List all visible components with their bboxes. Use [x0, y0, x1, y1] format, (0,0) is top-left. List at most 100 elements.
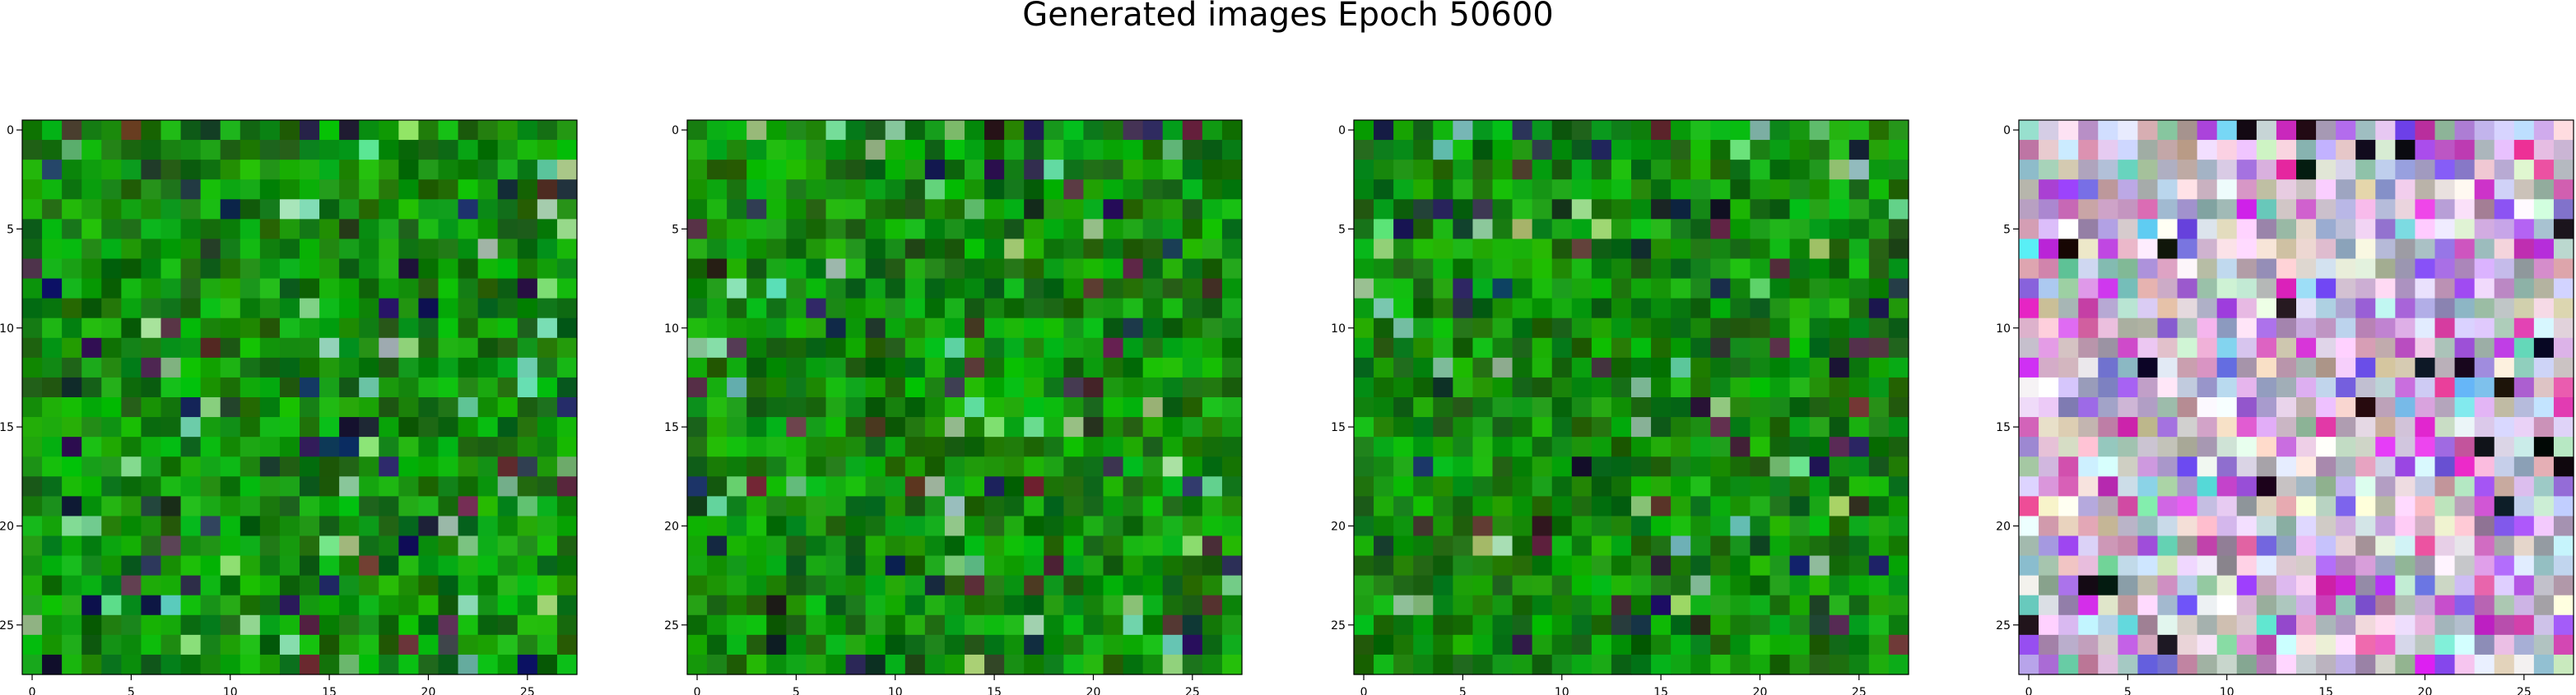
pixel	[1551, 140, 1573, 160]
pixel	[1809, 278, 1830, 299]
pixel	[200, 397, 221, 418]
pixel	[984, 476, 1005, 497]
pixel	[1829, 140, 1850, 160]
pixel	[1162, 555, 1183, 577]
y-tick-label: 25	[664, 619, 679, 632]
pixel	[1453, 496, 1474, 517]
pixel	[200, 357, 221, 378]
pixel	[2058, 535, 2079, 557]
pixel	[418, 417, 439, 438]
pixel	[1453, 397, 1474, 418]
pixel	[239, 377, 261, 398]
pixel	[924, 595, 946, 616]
pixel	[825, 614, 847, 636]
pixel	[2216, 199, 2238, 220]
pixel	[537, 258, 558, 280]
pixel	[944, 535, 965, 557]
pixel	[1551, 258, 1573, 280]
pixel	[379, 614, 399, 636]
pixel	[2474, 317, 2495, 339]
pixel	[62, 219, 82, 240]
pixel	[259, 456, 281, 477]
pixel	[707, 595, 728, 616]
pixel	[180, 199, 202, 220]
pixel	[398, 654, 420, 675]
pixel	[2434, 357, 2456, 378]
pixel	[438, 516, 459, 537]
pixel	[180, 417, 202, 438]
pixel	[1671, 417, 1691, 438]
pixel	[2395, 575, 2416, 596]
pixel	[1492, 437, 1514, 457]
pixel	[1083, 575, 1104, 596]
pixel	[1433, 437, 1453, 457]
pixel	[279, 575, 300, 596]
pixel	[339, 140, 360, 160]
pixel	[1103, 377, 1124, 398]
pixel	[379, 397, 399, 418]
pixel	[1690, 199, 1711, 220]
pixel	[1393, 476, 1414, 497]
pixel	[339, 317, 360, 339]
pixel	[845, 614, 867, 636]
pixel	[180, 239, 202, 260]
pixel	[418, 397, 439, 418]
pixel	[22, 278, 43, 299]
pixel	[746, 317, 767, 339]
pixel	[2296, 179, 2317, 200]
pixel	[438, 614, 459, 636]
pixel	[904, 120, 926, 141]
pixel	[2019, 476, 2039, 497]
pixel	[22, 239, 43, 260]
pixel	[2177, 298, 2198, 319]
pixel	[339, 476, 360, 497]
pixel	[1888, 397, 1909, 418]
pixel	[885, 239, 906, 260]
pixel	[1571, 317, 1593, 339]
pixel	[517, 357, 538, 378]
pixel	[1512, 535, 1533, 557]
pixel	[2197, 120, 2218, 141]
pixel	[319, 278, 340, 299]
pixel	[1024, 337, 1044, 359]
pixel	[984, 535, 1005, 557]
pixel	[1769, 555, 1791, 577]
pixel	[1690, 535, 1711, 557]
pixel	[121, 337, 142, 359]
pixel	[2216, 634, 2238, 656]
y-tick-label: 15	[664, 421, 679, 434]
pixel	[2276, 337, 2297, 359]
pixel	[101, 199, 122, 220]
pixel	[1004, 357, 1025, 378]
pixel	[556, 397, 578, 418]
pixel	[418, 298, 439, 319]
pixel	[1611, 535, 1632, 557]
pixel	[1374, 278, 1394, 299]
pixel	[22, 377, 43, 398]
pixel	[746, 456, 767, 477]
pixel	[727, 437, 747, 457]
pixel	[1532, 437, 1553, 457]
pixel	[160, 377, 182, 398]
pixel	[2019, 377, 2039, 398]
pixel	[984, 317, 1005, 339]
pixel	[1024, 634, 1044, 656]
pixel	[2256, 337, 2277, 359]
pixel	[845, 278, 867, 299]
pixel	[1848, 317, 1870, 339]
pixel	[2415, 614, 2436, 636]
pixel	[200, 555, 221, 577]
pixel	[1651, 377, 1672, 398]
pixel	[2296, 199, 2317, 220]
pixel	[2395, 397, 2416, 418]
pixel	[746, 575, 767, 596]
pixel	[1512, 140, 1533, 160]
pixel	[845, 595, 867, 616]
pixel	[42, 278, 63, 299]
pixel	[517, 516, 538, 537]
pixel	[1512, 298, 1533, 319]
y-tick-label: 10	[664, 322, 679, 336]
pixel	[62, 437, 82, 457]
pixel	[2276, 437, 2297, 457]
